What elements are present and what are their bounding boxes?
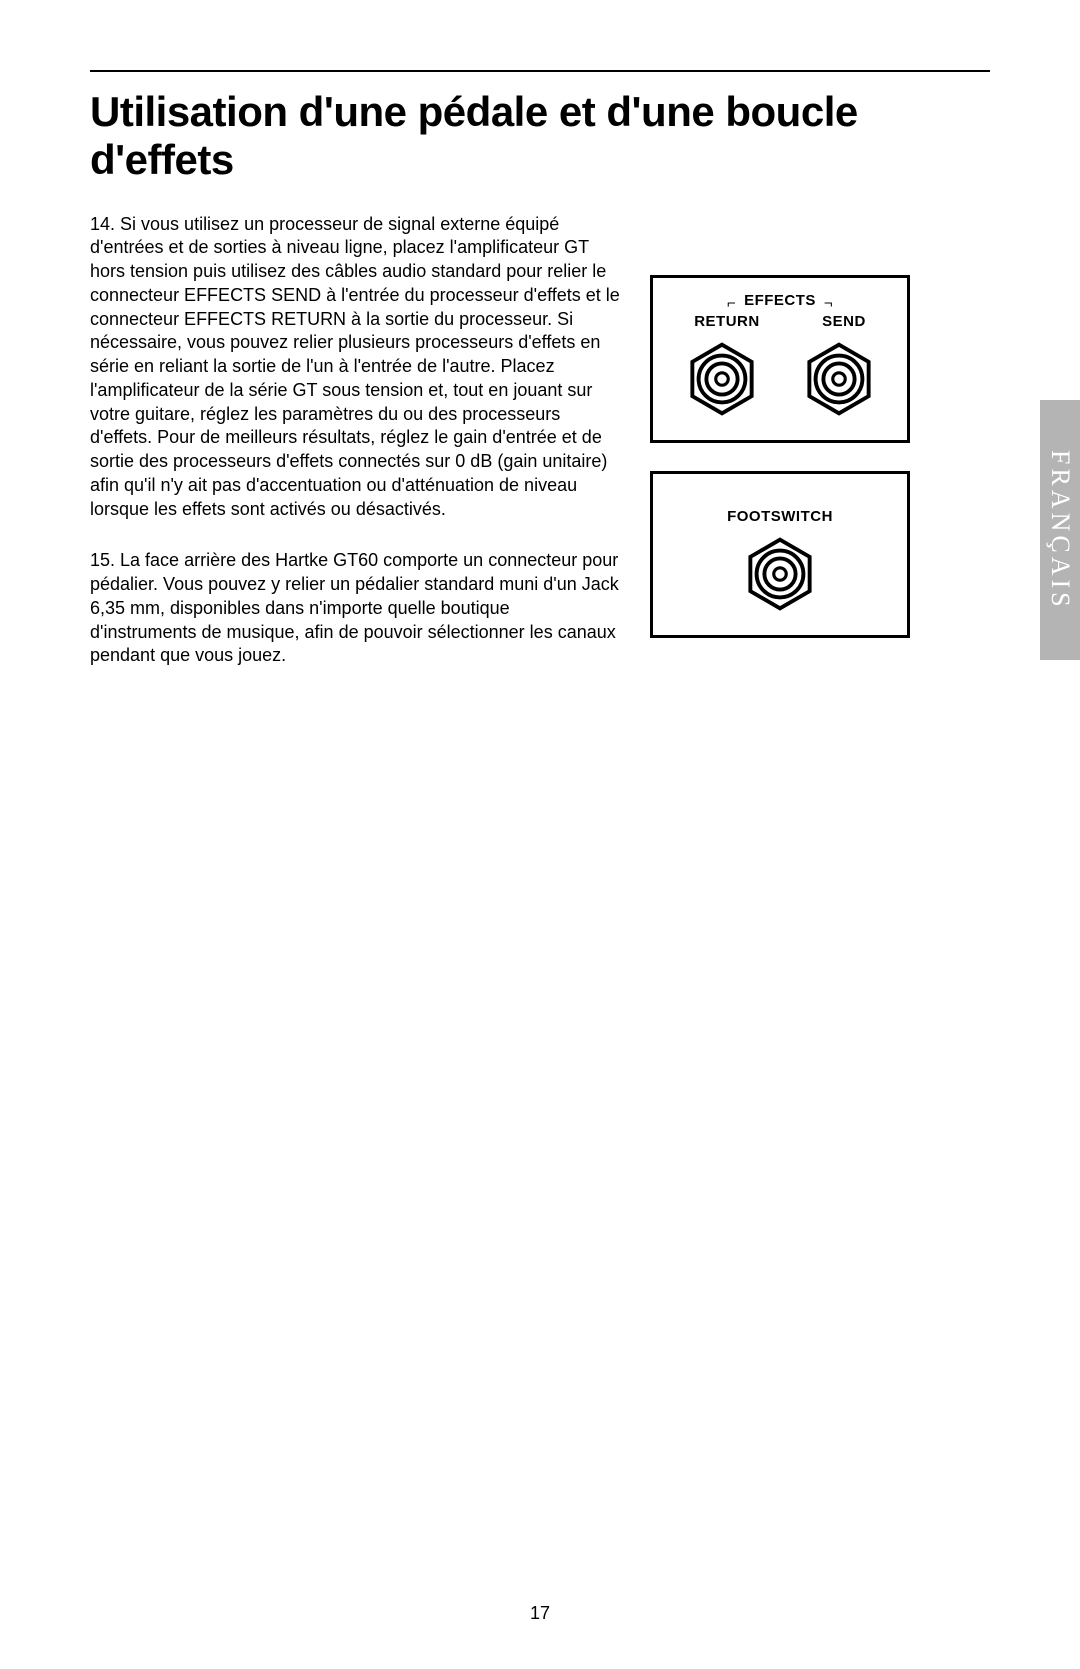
- footswitch-label: FOOTSWITCH: [727, 508, 833, 525]
- manual-page: Utilisation d'une pédale et d'une boucle…: [0, 0, 1080, 1669]
- text-column: 14. Si vous utilisez un processeur de si…: [90, 213, 620, 697]
- top-rule: [90, 70, 990, 72]
- diagram-column: ⌐ EFFECTS ¬ RETURN SEND: [650, 213, 910, 638]
- language-tab-text: FRANÇAIS: [1045, 450, 1075, 611]
- effects-label: EFFECTS: [744, 292, 816, 309]
- effects-panel: ⌐ EFFECTS ¬ RETURN SEND: [650, 275, 910, 443]
- bracket-right-icon: ¬: [824, 295, 833, 312]
- paragraph-14: 14. Si vous utilisez un processeur de si…: [90, 213, 620, 522]
- footswitch-panel: FOOTSWITCH: [650, 471, 910, 638]
- effects-sublabels: RETURN SEND: [663, 313, 897, 330]
- page-title: Utilisation d'une pédale et d'une boucle…: [90, 88, 990, 185]
- return-jack-icon: [683, 340, 761, 418]
- bracket-left-icon: ⌐: [727, 295, 736, 312]
- content-row: 14. Si vous utilisez un processeur de si…: [90, 213, 990, 697]
- return-label: RETURN: [694, 313, 760, 330]
- footswitch-jack-icon: [741, 535, 819, 613]
- paragraph-15: 15. La face arrière des Hartke GT60 comp…: [90, 549, 620, 668]
- send-jack-icon: [800, 340, 878, 418]
- send-label: SEND: [822, 313, 866, 330]
- effects-title-row: ⌐ EFFECTS ¬: [727, 292, 833, 309]
- page-number: 17: [0, 1603, 1080, 1624]
- language-tab: FRANÇAIS: [1040, 400, 1080, 660]
- effects-jacks-row: [663, 340, 897, 418]
